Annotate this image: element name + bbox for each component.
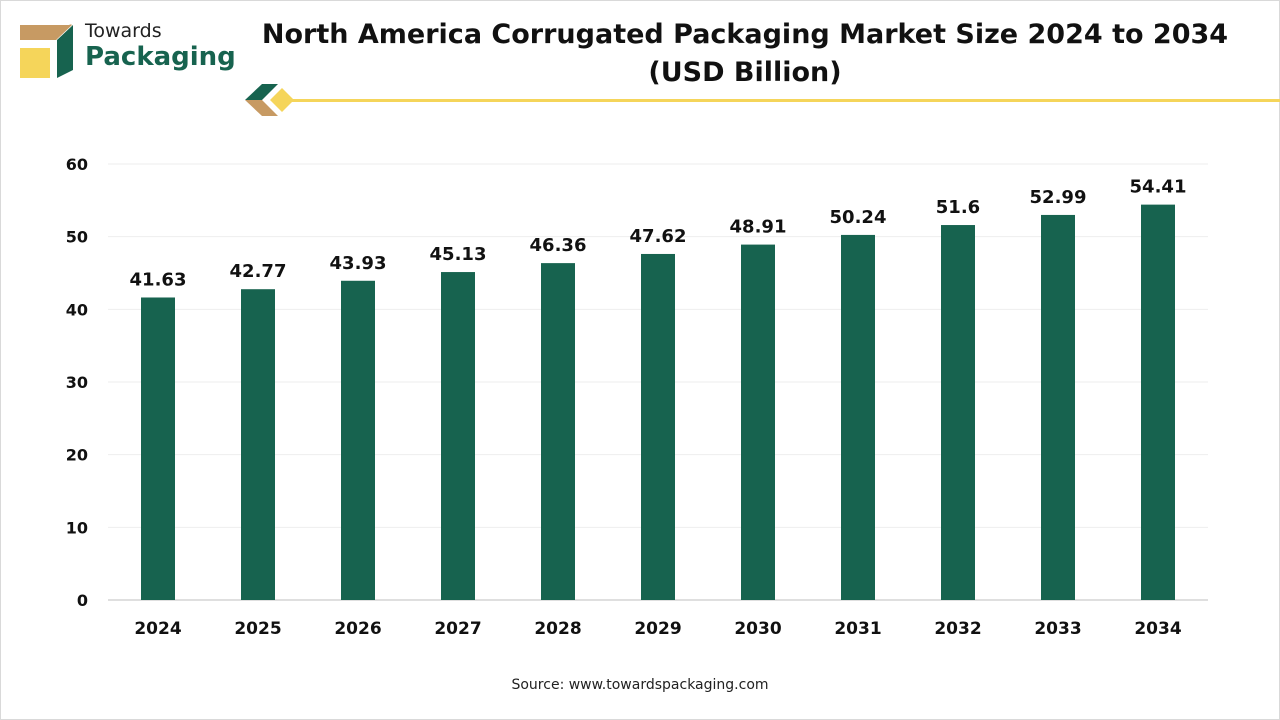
data-label: 48.91 <box>730 217 787 238</box>
data-label: 41.63 <box>130 269 187 290</box>
x-tick-label: 2032 <box>934 619 981 639</box>
source-note: Source: www.towardspackaging.com <box>511 677 769 693</box>
bar-2030 <box>741 244 775 600</box>
x-tick-label: 2027 <box>434 619 481 639</box>
x-tick-label: 2024 <box>134 619 181 639</box>
x-tick-label: 2031 <box>834 619 881 639</box>
y-tick-label: 30 <box>66 373 88 392</box>
data-label: 50.24 <box>830 207 887 228</box>
x-tick-label: 2026 <box>334 619 381 639</box>
bar-2027 <box>441 272 475 600</box>
y-tick-label: 0 <box>77 591 88 610</box>
data-label: 47.62 <box>630 226 687 247</box>
x-tick-label: 2033 <box>1034 619 1081 639</box>
logo-text-packaging: Packaging <box>85 42 236 72</box>
bar-2028 <box>541 263 575 600</box>
bar-2025 <box>241 289 275 600</box>
data-label: 46.36 <box>530 235 587 256</box>
x-tick-label: 2034 <box>1134 619 1181 639</box>
x-tick-label: 2028 <box>534 619 581 639</box>
bar-2032 <box>941 225 975 601</box>
data-label: 52.99 <box>1030 187 1087 208</box>
title-divider <box>245 84 1280 116</box>
chart-title: North America Corrugated Packaging Marke… <box>261 19 1229 88</box>
x-tick-label: 2029 <box>634 619 681 639</box>
y-tick-label: 50 <box>66 228 88 247</box>
bar-2026 <box>341 280 375 600</box>
bar-2034 <box>1141 204 1175 600</box>
data-label: 51.6 <box>936 197 980 218</box>
data-label: 54.41 <box>1130 177 1187 198</box>
y-tick-label: 20 <box>66 446 88 465</box>
bar-2029 <box>641 253 675 600</box>
bar-2024 <box>141 297 175 600</box>
y-tick-label: 60 <box>66 155 88 174</box>
x-tick-label: 2025 <box>234 619 281 639</box>
logo-mark <box>20 24 73 78</box>
data-label: 45.13 <box>430 244 487 265</box>
bar-2033 <box>1041 214 1075 600</box>
y-tick-label: 10 <box>66 518 88 537</box>
data-label: 43.93 <box>330 253 387 274</box>
y-tick-label: 40 <box>66 300 88 319</box>
bar-2031 <box>841 234 875 600</box>
x-tick-label: 2030 <box>734 619 781 639</box>
data-label: 42.77 <box>230 261 287 282</box>
logo-text-towards: Towards <box>85 20 162 42</box>
